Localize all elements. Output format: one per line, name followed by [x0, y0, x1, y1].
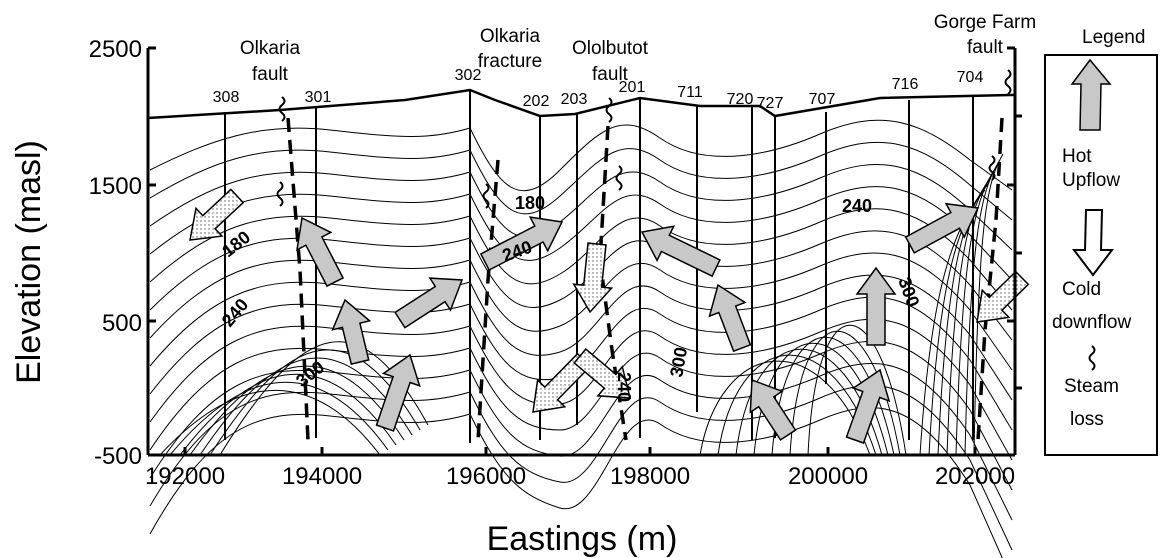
x-tick-label: 198000 — [610, 463, 690, 490]
steam-loss-squiggle-icon — [1088, 345, 1096, 371]
legend-cold-line2: downflow — [1052, 312, 1131, 333]
isotherm-line — [807, 324, 907, 456]
y-tick-label: 1500 — [89, 173, 142, 200]
y-axis-title: Elevation (masl) — [10, 140, 48, 384]
well-label: 711 — [677, 84, 703, 101]
fault-label-olkaria-line2: fault — [252, 64, 289, 85]
steam-loss-marks — [276, 69, 1012, 209]
steam-loss-icon — [276, 181, 284, 207]
isotherm-line — [955, 165, 998, 456]
olkaria-fault-line — [286, 117, 310, 441]
flow-arrows — [189, 188, 1030, 444]
hot-upflow-arrow-icon — [845, 368, 891, 444]
hot-upflow-arrow-icon — [331, 298, 372, 366]
olkaria-fracture-line — [476, 159, 500, 441]
legend-title: Legend — [1082, 27, 1145, 48]
isotherm-line — [149, 119, 1013, 192]
well-label: 716 — [892, 76, 919, 93]
isotherm-label: 300 — [666, 346, 691, 379]
legend-hot-line2: Upflow — [1062, 170, 1120, 191]
hot-upflow-arrow-icon — [708, 283, 752, 353]
x-tick-label: 196000 — [446, 463, 526, 490]
fault-labels: Olkaria fault Olkaria fracture Ololbutot… — [240, 12, 1036, 85]
isotherm-line — [189, 365, 405, 456]
well-label: 720 — [727, 91, 754, 108]
cold-downflow-arrow-icon — [189, 188, 245, 241]
legend-steam-line1: Steam — [1064, 376, 1119, 397]
isotherm-line — [149, 407, 1003, 558]
well-label: 203 — [561, 91, 588, 108]
isotherm-line — [149, 164, 1013, 251]
isotherm-line — [699, 360, 871, 456]
fault-label-ololbutot-line1: Ololbutot — [572, 38, 649, 59]
fault-label-olkaria-line1: Olkaria — [240, 38, 301, 59]
steam-loss-icon — [482, 183, 490, 209]
x-tick-label: 192000 — [145, 463, 225, 490]
isotherm-line — [159, 389, 381, 456]
isotherm-line — [169, 381, 389, 456]
fault-label-olkaria-fracture-line2: fracture — [478, 51, 542, 72]
isotherm-label: 300 — [894, 275, 923, 310]
isotherm-line — [149, 385, 1013, 551]
well-label: 302 — [455, 67, 482, 84]
y-tick-label: 2500 — [89, 36, 142, 63]
cold-downflow-arrow-icon — [976, 270, 1030, 323]
hot-upflow-arrow-icon — [1070, 58, 1112, 131]
gorge-farm-fault-line — [976, 117, 1004, 441]
hot-upflow-arrow-icon — [855, 266, 897, 346]
isotherm-label: 240 — [842, 196, 872, 216]
isotherm-label: 240 — [614, 372, 634, 402]
well-labels: 308 301 302 202 203 201 711 720 727 707 716 704 — [213, 67, 984, 112]
isotherm-line — [717, 354, 877, 456]
x-tick-label: 194000 — [282, 463, 362, 490]
legend: Legend Hot Upflow Cold downflow Steam lo… — [1044, 27, 1158, 456]
steam-loss-icon — [988, 155, 996, 181]
well-label: 308 — [213, 89, 240, 106]
steam-loss-icon — [278, 96, 286, 122]
hot-upflow-arrow-icon — [394, 277, 464, 329]
well-label: 727 — [757, 95, 784, 112]
y-tick-label: 500 — [102, 310, 142, 337]
isotherm-line — [199, 357, 413, 456]
fault-label-gorge-farm-line2: fault — [967, 37, 1004, 58]
hot-upflow-arrow-icon — [904, 202, 980, 254]
steam-loss-icon — [605, 97, 613, 123]
isotherm-line — [179, 373, 397, 456]
fault-label-gorge-farm-line1: Gorge Farm — [934, 12, 1036, 33]
fault-label-ololbutot-line2: fault — [592, 64, 629, 85]
legend-cold-line1: Cold — [1062, 279, 1101, 300]
isotherm-label: 300 — [292, 357, 328, 391]
legend-hot-line1: Hot — [1062, 146, 1092, 167]
hot-upflow-arrow-icon — [479, 216, 564, 272]
hot-upflow-arrow-icon — [375, 353, 421, 432]
isotherm-line — [973, 153, 1004, 456]
well-label: 704 — [957, 69, 984, 86]
well-label: 201 — [619, 79, 646, 96]
x-axis-title: Eastings (m) — [487, 520, 678, 558]
isotherm-line — [149, 141, 1013, 221]
well-label: 707 — [809, 91, 836, 108]
isotherm-label: 180 — [515, 193, 545, 213]
hot-upflow-arrow-icon — [749, 378, 797, 441]
hot-upflow-arrow-icon — [296, 216, 345, 288]
hot-upflow-arrow-icon — [640, 225, 721, 278]
x-tick-label: 202000 — [935, 463, 1015, 490]
x-tick-label: 200000 — [788, 463, 868, 490]
cold-downflow-arrow-icon — [573, 348, 631, 399]
legend-steam-line2: loss — [1070, 409, 1104, 430]
well-label: 301 — [305, 89, 332, 106]
steam-loss-icon — [615, 165, 623, 191]
cold-downflow-arrow-icon — [1071, 209, 1115, 277]
isotherm-labels: 180 240 300 180 240 240 300 240 300 — [218, 193, 924, 402]
isotherm-line — [149, 186, 1013, 281]
isotherm-line — [937, 177, 992, 456]
isotherm-line — [946, 171, 995, 456]
y-tick-label: -500 — [94, 443, 142, 470]
steam-loss-icon — [1004, 69, 1012, 95]
axis-ticks — [148, 46, 1022, 457]
cold-downflow-arrow-icon — [572, 242, 614, 314]
fault-label-olkaria-fracture-line1: Olkaria — [480, 26, 541, 47]
well-label: 202 — [523, 93, 550, 110]
